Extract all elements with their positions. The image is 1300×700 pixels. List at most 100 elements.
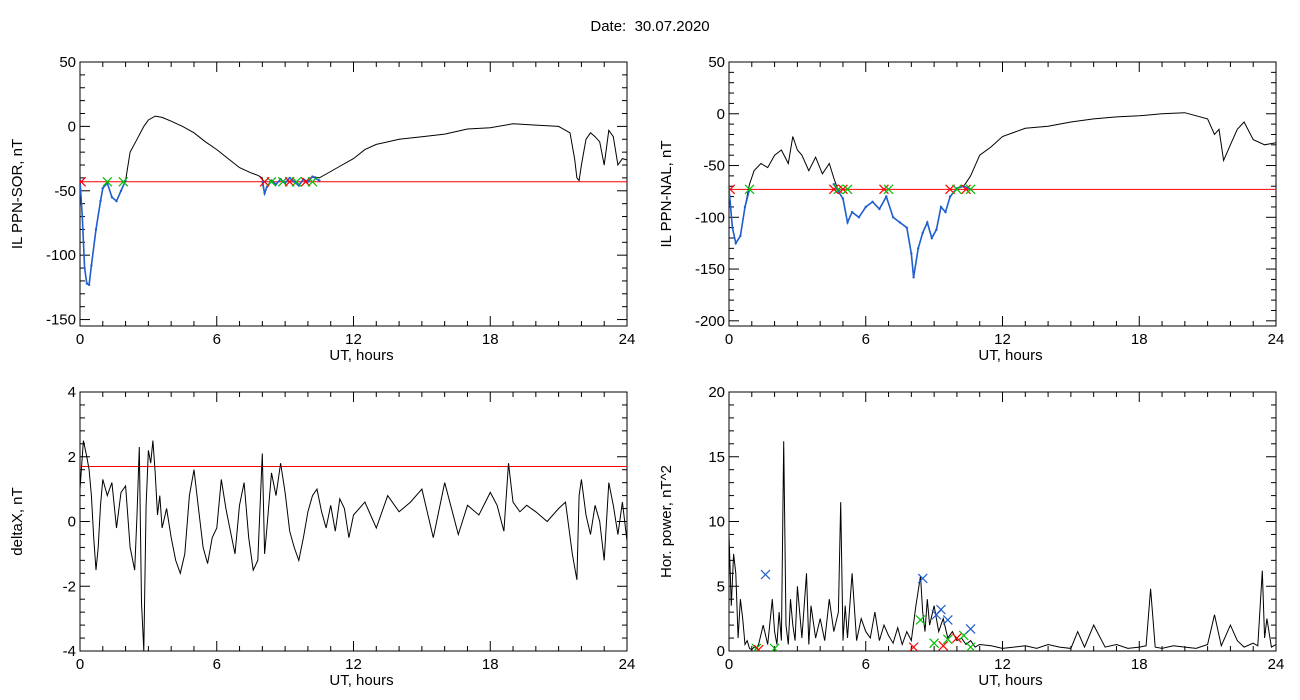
y-axis-label: deltaX, nT [9, 487, 26, 555]
segment-point [110, 196, 114, 199]
marker-peak [942, 614, 953, 625]
marker-end [838, 184, 848, 195]
segment-point [898, 221, 902, 224]
y-tick-label: 2 [68, 449, 76, 466]
y-tick-label: 10 [708, 514, 725, 531]
x-tick-label: 18 [1131, 656, 1148, 673]
chart-panel-1: 0 6 12 18 24 50 0 -50 -100 -150 UT, hours IL PPN-SO… [9, 54, 635, 364]
marker-end [729, 184, 736, 195]
segment-point [871, 200, 874, 203]
y-tick-label: 0 [68, 118, 76, 135]
marker-start [102, 176, 113, 187]
marker-start [744, 184, 755, 195]
segment-point [910, 252, 913, 255]
y-axis-label: Hor. power, nT^2 [658, 465, 675, 578]
x-tick-label: 12 [345, 656, 362, 673]
segment-point [263, 192, 266, 195]
marker-start [291, 176, 302, 187]
y-tick-label: 50 [708, 54, 725, 71]
segment-point [318, 179, 321, 182]
x-axis-label: UT, hours [978, 672, 1042, 689]
marker-end [938, 640, 949, 651]
segment-point [864, 205, 867, 209]
x-tick-label: 0 [725, 656, 733, 673]
marker-start [951, 184, 962, 195]
y-tick-label: 20 [708, 384, 725, 401]
y-axis-label: IL PPN-NAL, nT [658, 141, 675, 248]
event-segment-line [80, 180, 127, 287]
y-tick-label: -2 [63, 578, 76, 595]
marker-start [118, 176, 129, 187]
segment-point [293, 180, 296, 183]
data-trace-line [729, 441, 1276, 651]
event-segment-line [833, 183, 971, 278]
figure-date: Date: 30.07.2020 [0, 18, 1300, 35]
y-tick-label: 4 [68, 384, 76, 401]
data-trace-line [80, 440, 627, 651]
event-segment-line [261, 175, 320, 197]
y-tick-label: 0 [68, 514, 76, 531]
y-axis-label: IL PPN-SOR, nT [9, 139, 26, 249]
y-tick-label: -50 [54, 183, 76, 200]
marker-peak [760, 569, 771, 580]
y-tick-label: 15 [708, 449, 725, 466]
segment-point [846, 221, 849, 224]
segment-point [935, 228, 938, 231]
x-tick-label: 24 [619, 656, 636, 673]
segment-point [87, 283, 91, 286]
marker-end [961, 184, 971, 195]
y-tick-label: -150 [46, 312, 76, 329]
y-tick-label: -4 [63, 643, 76, 660]
marker-start [307, 176, 318, 187]
segment-point [734, 241, 738, 245]
marker-start [915, 614, 926, 625]
marker-end [951, 633, 962, 643]
marker-start [833, 184, 844, 195]
x-tick-label: 12 [994, 331, 1011, 348]
segment-point [850, 210, 854, 214]
segment-point [94, 228, 98, 231]
x-axis-label: UT, hours [978, 347, 1042, 364]
segment-point [101, 187, 104, 190]
marker-end [259, 176, 270, 187]
segment-point [306, 180, 310, 183]
x-tick-label: 6 [213, 656, 221, 673]
segment-point [948, 195, 952, 198]
segment-point [99, 199, 102, 203]
marker-start [769, 643, 780, 651]
marker-peak [965, 624, 976, 634]
marker-start [751, 643, 762, 651]
segment-point [944, 210, 947, 214]
segment-point [90, 264, 93, 267]
segment-point [930, 236, 934, 240]
segment-point [83, 266, 86, 270]
segment-point [288, 176, 291, 180]
segment-point [926, 221, 929, 224]
marker-end [80, 176, 87, 187]
x-tick-label: 18 [482, 331, 499, 348]
x-axis-label: UT, hours [329, 347, 393, 364]
y-tick-label: 0 [717, 643, 725, 660]
x-tick-label: 18 [482, 656, 499, 673]
segment-point [119, 189, 123, 192]
x-tick-label: 24 [1268, 656, 1285, 673]
x-tick-label: 12 [994, 656, 1011, 673]
segment-point [739, 234, 742, 238]
x-tick-label: 24 [619, 331, 636, 348]
plot-area [729, 112, 1276, 279]
x-axis-label: UT, hours [329, 672, 393, 689]
y-tick-label: 5 [717, 578, 725, 595]
marker-peak [917, 573, 928, 584]
marker-end [753, 644, 764, 651]
event-segment-line [729, 188, 751, 246]
x-tick-label: 24 [1268, 331, 1285, 348]
y-tick-label: -150 [695, 261, 725, 278]
segment-point [115, 199, 118, 203]
y-tick-label: 0 [717, 106, 725, 123]
marker-start [883, 184, 894, 195]
y-tick-label: -100 [46, 247, 76, 264]
plot-area [729, 441, 1276, 651]
segment-point [939, 205, 943, 209]
segment-point [891, 216, 895, 219]
